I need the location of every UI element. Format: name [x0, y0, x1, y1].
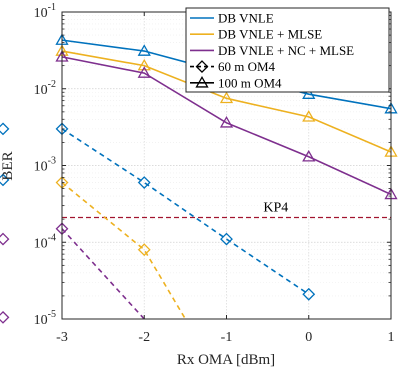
kp4-label: KP4: [263, 201, 288, 216]
y-tick-label: 10-1: [34, 2, 56, 21]
legend-item-2: DB VNLE + MLSE: [190, 27, 322, 42]
series-line: [61, 56, 392, 196]
x-tick-label: -2: [138, 330, 150, 345]
y-tick-labels: 10-5 10-4 10-3 10-2 10-1: [34, 2, 56, 328]
y-tick-label: 10-5: [34, 309, 56, 328]
y-tick-label: 10-2: [34, 79, 56, 98]
legend-label: DB VNLE + NC + MLSE: [218, 43, 354, 58]
triangle-marker: [137, 66, 151, 78]
legend-item-1: DB VNLE: [190, 11, 274, 26]
triangle-marker: [302, 110, 316, 122]
triangle-marker: [195, 75, 209, 88]
diamond-marker: [137, 243, 151, 257]
series-line: [61, 50, 392, 153]
legend-label: 100 m OM4: [218, 75, 282, 90]
triangle-marker: [302, 87, 316, 99]
diamond-marker: [0, 232, 10, 246]
x-tick-labels: -3 -2 -1 0 1: [56, 330, 394, 345]
kp4-line: KP4: [62, 201, 391, 219]
triangle-marker: [219, 115, 234, 128]
x-tick-label: -1: [221, 330, 233, 345]
legend-label: 60 m OM4: [218, 59, 276, 74]
y-axis-label: BER: [0, 151, 16, 180]
legend-label: DB VNLE: [218, 11, 274, 26]
x-tick-label: -3: [56, 330, 68, 345]
diamond-marker: [302, 287, 316, 301]
series-line: [61, 128, 310, 295]
y-tick-label: 10-3: [34, 156, 56, 175]
clipped-left-markers: [0, 122, 10, 324]
diamond-marker: [195, 60, 209, 74]
diamond-marker: [220, 232, 233, 246]
legend-label: DB VNLE + MLSE: [218, 27, 322, 42]
series-4: [55, 122, 316, 301]
legend-box: [185, 7, 390, 93]
series-2: [55, 44, 398, 157]
legend-item-5: 100 m OM4: [190, 75, 282, 90]
x-tick-label: 1: [388, 330, 395, 345]
x-axis-label: Rx OMA [dBm]: [177, 352, 275, 368]
diamond-marker: [137, 176, 151, 189]
triangle-marker: [137, 58, 151, 71]
triangle-marker: [302, 149, 316, 162]
legend-item-3: DB VNLE + NC + MLSE: [190, 43, 354, 58]
y-tick-label: 10-4: [34, 232, 56, 251]
triangle-marker: [137, 44, 151, 56]
x-tick-label: 0: [305, 330, 312, 345]
diamond-marker: [0, 173, 10, 187]
legend-item-4: 60 m OM4: [190, 59, 276, 74]
diamond-marker: [0, 122, 10, 136]
triangle-marker: [219, 91, 234, 104]
series-line: [61, 228, 145, 320]
diamond-marker: [0, 310, 10, 324]
